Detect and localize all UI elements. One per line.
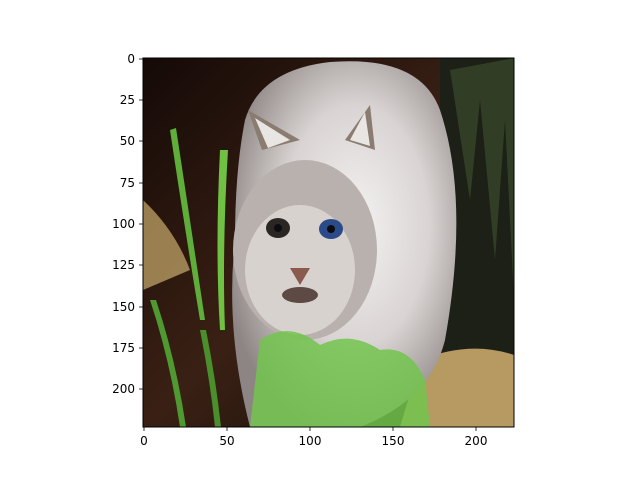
- image-frame: [142, 57, 515, 428]
- y-tick-label: 25: [120, 93, 135, 107]
- y-axis: 0 25 50 75 100 125 150 175 200: [112, 52, 143, 396]
- y-tick-label: 175: [112, 341, 135, 355]
- lynx-photo: [143, 58, 514, 427]
- y-tick-label: 150: [112, 300, 135, 314]
- x-tick-label: 100: [299, 434, 322, 448]
- y-tick-label: 100: [112, 217, 135, 231]
- y-tick-label: 75: [120, 176, 135, 190]
- x-tick-label: 0: [140, 434, 148, 448]
- y-tick-label: 125: [112, 258, 135, 272]
- y-tick-label: 50: [120, 134, 135, 148]
- x-tick-label: 150: [382, 434, 405, 448]
- x-tick-label: 50: [219, 434, 234, 448]
- x-tick-label: 200: [465, 434, 488, 448]
- y-tick-label: 0: [127, 52, 135, 66]
- x-axis: 0 50 100 150 200: [140, 427, 487, 448]
- y-tick-label: 200: [112, 382, 135, 396]
